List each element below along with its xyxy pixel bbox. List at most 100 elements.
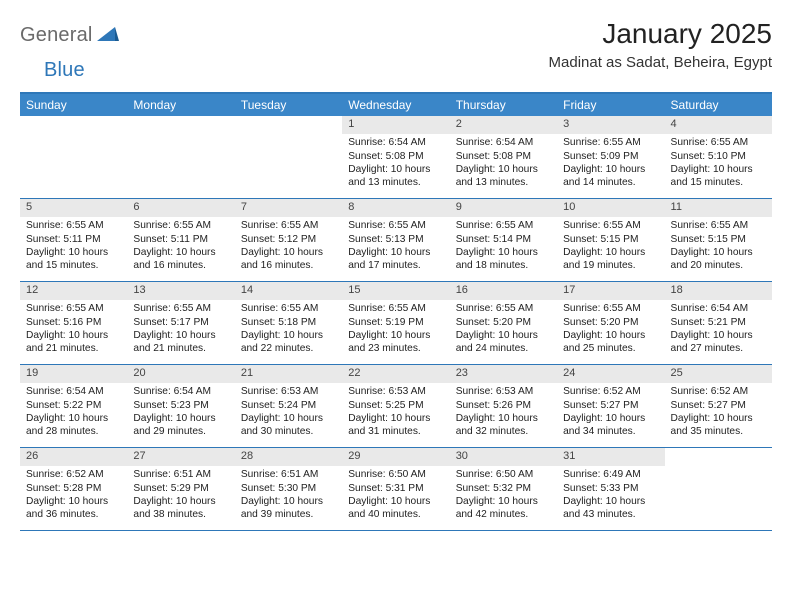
day-number: 25 — [665, 365, 772, 383]
day-sunrise: Sunrise: 6:55 AM — [563, 137, 658, 150]
week-row: 5Sunrise: 6:55 AMSunset: 5:11 PMDaylight… — [20, 199, 772, 282]
day-daylight1: Daylight: 10 hours — [241, 247, 336, 260]
calendar: Sunday Monday Tuesday Wednesday Thursday… — [20, 92, 772, 531]
day-sunset: Sunset: 5:09 PM — [563, 151, 658, 164]
week-row: 1Sunrise: 6:54 AMSunset: 5:08 PMDaylight… — [20, 116, 772, 199]
day-body: Sunrise: 6:55 AMSunset: 5:18 PMDaylight:… — [235, 300, 342, 363]
day-sunset: Sunset: 5:08 PM — [348, 151, 443, 164]
day-body: Sunrise: 6:55 AMSunset: 5:13 PMDaylight:… — [342, 217, 449, 280]
day-body: Sunrise: 6:55 AMSunset: 5:15 PMDaylight:… — [557, 217, 664, 280]
day-cell: 16Sunrise: 6:55 AMSunset: 5:20 PMDayligh… — [450, 282, 557, 364]
day-cell: 10Sunrise: 6:55 AMSunset: 5:15 PMDayligh… — [557, 199, 664, 281]
day-daylight1: Daylight: 10 hours — [671, 164, 766, 177]
day-daylight2: and 13 minutes. — [348, 177, 443, 190]
day-number: 7 — [235, 199, 342, 217]
day-cell: 12Sunrise: 6:55 AMSunset: 5:16 PMDayligh… — [20, 282, 127, 364]
day-number: 8 — [342, 199, 449, 217]
day-number: 23 — [450, 365, 557, 383]
day-daylight2: and 24 minutes. — [456, 343, 551, 356]
day-body: Sunrise: 6:55 AMSunset: 5:12 PMDaylight:… — [235, 217, 342, 280]
day-number: 5 — [20, 199, 127, 217]
day-body: Sunrise: 6:54 AMSunset: 5:21 PMDaylight:… — [665, 300, 772, 363]
day-sunrise: Sunrise: 6:53 AM — [241, 386, 336, 399]
day-sunset: Sunset: 5:29 PM — [133, 483, 228, 496]
day-body: Sunrise: 6:55 AMSunset: 5:19 PMDaylight:… — [342, 300, 449, 363]
day-cell: 5Sunrise: 6:55 AMSunset: 5:11 PMDaylight… — [20, 199, 127, 281]
day-daylight2: and 20 minutes. — [671, 260, 766, 273]
day-daylight2: and 28 minutes. — [26, 426, 121, 439]
logo-word-1: General — [20, 24, 93, 47]
day-daylight2: and 13 minutes. — [456, 177, 551, 190]
day-body: Sunrise: 6:53 AMSunset: 5:24 PMDaylight:… — [235, 383, 342, 446]
dayhead-tue: Tuesday — [235, 94, 342, 116]
day-daylight1: Daylight: 10 hours — [241, 413, 336, 426]
day-cell: 26Sunrise: 6:52 AMSunset: 5:28 PMDayligh… — [20, 448, 127, 530]
day-sunset: Sunset: 5:14 PM — [456, 234, 551, 247]
day-number — [235, 116, 342, 134]
day-number — [665, 448, 772, 466]
day-daylight1: Daylight: 10 hours — [671, 247, 766, 260]
day-sunrise: Sunrise: 6:54 AM — [133, 386, 228, 399]
day-body: Sunrise: 6:55 AMSunset: 5:20 PMDaylight:… — [450, 300, 557, 363]
day-cell: 29Sunrise: 6:50 AMSunset: 5:31 PMDayligh… — [342, 448, 449, 530]
day-body: Sunrise: 6:54 AMSunset: 5:23 PMDaylight:… — [127, 383, 234, 446]
day-daylight2: and 19 minutes. — [563, 260, 658, 273]
day-cell — [235, 116, 342, 198]
day-sunrise: Sunrise: 6:55 AM — [456, 303, 551, 316]
day-header-row: Sunday Monday Tuesday Wednesday Thursday… — [20, 94, 772, 116]
day-sunrise: Sunrise: 6:53 AM — [348, 386, 443, 399]
day-daylight1: Daylight: 10 hours — [26, 330, 121, 343]
day-sunrise: Sunrise: 6:49 AM — [563, 469, 658, 482]
day-number: 19 — [20, 365, 127, 383]
day-number: 10 — [557, 199, 664, 217]
day-daylight2: and 22 minutes. — [241, 343, 336, 356]
day-sunrise: Sunrise: 6:52 AM — [671, 386, 766, 399]
day-number: 4 — [665, 116, 772, 134]
day-sunrise: Sunrise: 6:55 AM — [133, 303, 228, 316]
day-sunset: Sunset: 5:20 PM — [456, 317, 551, 330]
day-daylight2: and 21 minutes. — [133, 343, 228, 356]
month-title: January 2025 — [549, 18, 772, 50]
day-daylight2: and 36 minutes. — [26, 509, 121, 522]
day-sunset: Sunset: 5:15 PM — [671, 234, 766, 247]
day-number: 24 — [557, 365, 664, 383]
day-body: Sunrise: 6:51 AMSunset: 5:30 PMDaylight:… — [235, 466, 342, 529]
dayhead-mon: Monday — [127, 94, 234, 116]
day-sunset: Sunset: 5:13 PM — [348, 234, 443, 247]
day-cell: 2Sunrise: 6:54 AMSunset: 5:08 PMDaylight… — [450, 116, 557, 198]
day-sunrise: Sunrise: 6:55 AM — [671, 220, 766, 233]
day-sunset: Sunset: 5:08 PM — [456, 151, 551, 164]
day-number: 17 — [557, 282, 664, 300]
day-sunrise: Sunrise: 6:53 AM — [456, 386, 551, 399]
day-number: 28 — [235, 448, 342, 466]
day-sunrise: Sunrise: 6:55 AM — [348, 303, 443, 316]
day-sunset: Sunset: 5:19 PM — [348, 317, 443, 330]
day-sunset: Sunset: 5:17 PM — [133, 317, 228, 330]
day-daylight1: Daylight: 10 hours — [348, 247, 443, 260]
day-cell: 3Sunrise: 6:55 AMSunset: 5:09 PMDaylight… — [557, 116, 664, 198]
day-number: 29 — [342, 448, 449, 466]
day-sunset: Sunset: 5:16 PM — [26, 317, 121, 330]
day-daylight1: Daylight: 10 hours — [348, 164, 443, 177]
day-daylight1: Daylight: 10 hours — [241, 330, 336, 343]
day-number: 15 — [342, 282, 449, 300]
day-number: 13 — [127, 282, 234, 300]
day-daylight2: and 34 minutes. — [563, 426, 658, 439]
week-row: 19Sunrise: 6:54 AMSunset: 5:22 PMDayligh… — [20, 365, 772, 448]
logo: General — [20, 24, 121, 47]
day-number: 22 — [342, 365, 449, 383]
day-daylight2: and 27 minutes. — [671, 343, 766, 356]
day-daylight2: and 16 minutes. — [241, 260, 336, 273]
day-daylight1: Daylight: 10 hours — [348, 413, 443, 426]
day-daylight2: and 15 minutes. — [671, 177, 766, 190]
day-sunset: Sunset: 5:18 PM — [241, 317, 336, 330]
day-daylight2: and 21 minutes. — [26, 343, 121, 356]
day-daylight2: and 15 minutes. — [26, 260, 121, 273]
day-cell: 27Sunrise: 6:51 AMSunset: 5:29 PMDayligh… — [127, 448, 234, 530]
day-body: Sunrise: 6:52 AMSunset: 5:28 PMDaylight:… — [20, 466, 127, 529]
day-sunrise: Sunrise: 6:50 AM — [456, 469, 551, 482]
day-cell: 24Sunrise: 6:52 AMSunset: 5:27 PMDayligh… — [557, 365, 664, 447]
location: Madinat as Sadat, Beheira, Egypt — [549, 54, 772, 71]
day-cell: 23Sunrise: 6:53 AMSunset: 5:26 PMDayligh… — [450, 365, 557, 447]
day-cell: 4Sunrise: 6:55 AMSunset: 5:10 PMDaylight… — [665, 116, 772, 198]
